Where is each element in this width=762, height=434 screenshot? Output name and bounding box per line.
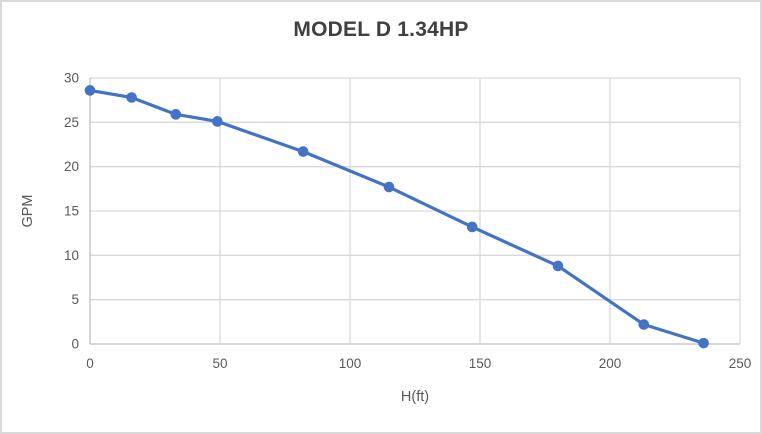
y-tick-label: 0 — [71, 337, 79, 352]
data-point-marker — [170, 109, 182, 120]
data-point-marker — [638, 319, 650, 330]
data-point-marker — [698, 337, 709, 349]
x-axis-title: H(ft) — [400, 389, 430, 405]
data-point-marker — [297, 146, 309, 157]
x-tick-label: 150 — [469, 356, 492, 371]
y-tick-label: 30 — [64, 71, 79, 86]
data-point-marker — [84, 85, 96, 96]
y-tick-label: 20 — [64, 159, 79, 174]
data-point-marker — [126, 92, 137, 103]
x-tick-label: 50 — [212, 356, 227, 371]
data-point-marker — [212, 116, 223, 127]
y-tick-label: 25 — [64, 115, 79, 130]
y-tick-label: 10 — [64, 248, 79, 263]
y-tick-label: 5 — [71, 292, 79, 307]
chart-title: MODEL D 1.34HP — [293, 18, 469, 41]
data-point-marker — [466, 221, 478, 233]
y-tick-label: 15 — [64, 204, 79, 219]
x-tick-label: 0 — [86, 356, 94, 371]
y-axis-title: GPM — [20, 194, 36, 228]
data-point-marker — [552, 260, 564, 272]
x-tick-label: 200 — [599, 356, 622, 371]
x-tick-label: 250 — [729, 356, 752, 371]
x-tick-label: 100 — [339, 356, 362, 371]
series-line — [88, 88, 706, 345]
data-point-marker — [383, 181, 395, 193]
